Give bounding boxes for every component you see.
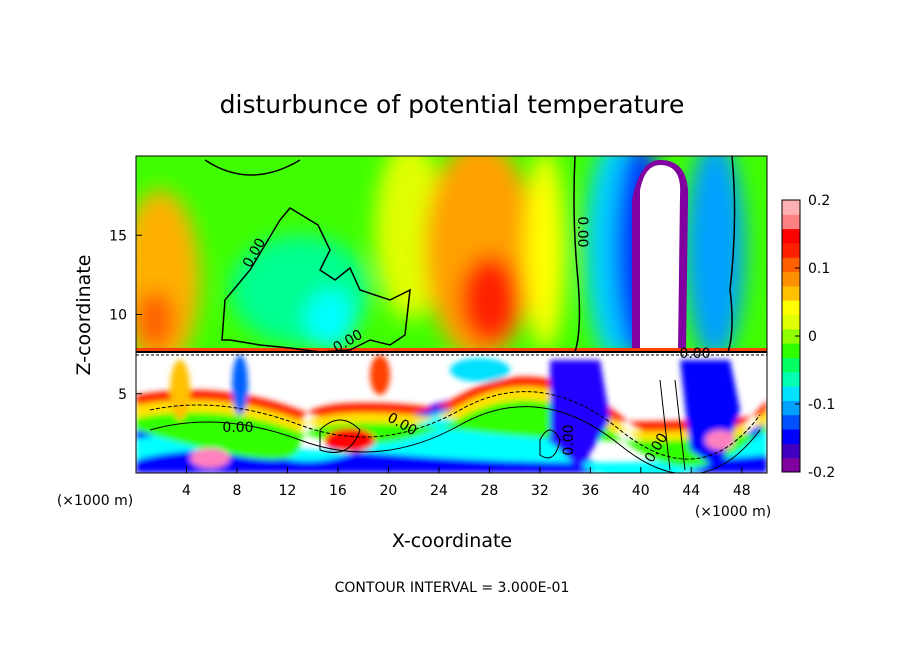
colorbar-swatch — [782, 357, 800, 373]
cyan-blob-1 — [450, 358, 510, 382]
cold-plume-core — [640, 165, 681, 352]
vertical-warm-streak-2 — [370, 355, 390, 395]
x-tick-label: 40 — [632, 483, 650, 499]
contour-center — [221, 207, 411, 353]
vertical-warm-streak-1 — [170, 360, 190, 420]
colorbar-swatch — [782, 200, 800, 215]
cold-band-right — [685, 156, 745, 360]
colorbar-swatch — [782, 328, 800, 344]
colorbar-tick-label: 0 — [808, 329, 817, 345]
contour-right — [573, 156, 581, 353]
warm-center-core — [460, 255, 520, 345]
contour-lower-loop-2 — [539, 429, 561, 459]
contour-lower-2 — [149, 391, 761, 460]
pink-blob-2 — [705, 430, 735, 450]
x-tick-label: 16 — [329, 483, 347, 499]
x-tick-label: 48 — [733, 483, 751, 499]
x-tick-label: 32 — [531, 483, 549, 499]
contour-top — [204, 159, 301, 176]
contour-label: 0.00 — [679, 346, 710, 362]
colorbar-swatch — [782, 386, 800, 401]
contour-label: 0.00 — [561, 424, 577, 455]
x-tick-label: 12 — [279, 483, 297, 499]
colorbar-swatch — [782, 400, 800, 416]
colorbar-swatch — [782, 457, 800, 473]
pink-blob-1 — [190, 448, 230, 468]
colorbar-swatch — [782, 214, 800, 230]
colorbar-swatch — [782, 429, 800, 444]
plot-area: 0.000.000.000.00 0.00 0.00 0.000.00 — [136, 156, 767, 473]
colorbar-swatch — [782, 371, 800, 387]
colorbar-tick-label: -0.1 — [808, 397, 835, 413]
cool-center-core — [305, 290, 355, 350]
yellow-band-right — [525, 156, 565, 350]
x-tick-label: 20 — [379, 483, 397, 499]
x-tick-label: 8 — [232, 483, 241, 499]
contour-vertical-2 — [674, 379, 686, 471]
contour-vertical-1 — [659, 379, 671, 471]
contour-label: 0.00 — [222, 420, 253, 436]
x-tick-label: 28 — [480, 483, 498, 499]
contour-interval-footer: CONTOUR INTERVAL = 3.000E-01 — [335, 580, 570, 596]
contour-lower-1 — [149, 406, 761, 473]
warm-left-core — [136, 290, 175, 350]
chart-title: disturbunce of potential temperature — [220, 90, 685, 119]
lower-turbulent-layer — [136, 352, 767, 473]
x-tick-label: 44 — [682, 483, 700, 499]
y-axis: 5 10 15 — [109, 228, 142, 403]
colorbar-tick-label: 0.1 — [808, 261, 830, 277]
colorbar-swatch — [782, 271, 800, 287]
colorbar-tick-label: 0.2 — [808, 193, 830, 209]
colorbar-swatch — [782, 414, 800, 430]
colorbar-swatch — [782, 343, 800, 358]
green-band-1 — [136, 400, 767, 467]
contour-far-right — [727, 156, 736, 353]
blue-blob-right — [550, 360, 610, 470]
colorbar: 0.2 0.1 0 -0.1 -0.2 — [781, 193, 835, 481]
contour-lines — [136, 156, 767, 473]
red-blob-1 — [325, 428, 375, 452]
y-tick-label: 10 — [109, 308, 127, 324]
y-tick-label: 15 — [109, 228, 127, 244]
colorbar-swatch — [782, 257, 800, 273]
cyan-band-1 — [136, 409, 767, 473]
vertical-cold-streak-1 — [232, 355, 248, 415]
y-axis-label: Z-coordinate — [73, 255, 95, 376]
upper-layer-field — [136, 156, 767, 370]
colorbar-swatch — [782, 443, 800, 459]
x-unit-label-left: (×1000 m) — [57, 493, 133, 509]
y-tick-label: 5 — [118, 387, 127, 403]
colorbar-swatch — [782, 314, 800, 330]
contour-label: 0.00 — [574, 216, 590, 247]
x-axis: 4 8 12 16 20 24 28 32 36 40 44 48 — [182, 467, 751, 499]
x-tick-label: 4 — [182, 483, 191, 499]
colorbar-swatch — [782, 242, 800, 258]
x-unit-label-right: (×1000 m) — [695, 504, 771, 520]
x-tick-label: 36 — [581, 483, 599, 499]
colorbar-swatch — [782, 285, 800, 301]
x-axis-label: X-coordinate — [392, 530, 512, 552]
colorbar-tick-label: -0.2 — [808, 465, 835, 481]
colorbar-swatch — [782, 228, 800, 244]
colorbar-swatch — [782, 300, 800, 316]
contour-lower-loop — [319, 419, 361, 453]
x-tick-label: 24 — [430, 483, 448, 499]
